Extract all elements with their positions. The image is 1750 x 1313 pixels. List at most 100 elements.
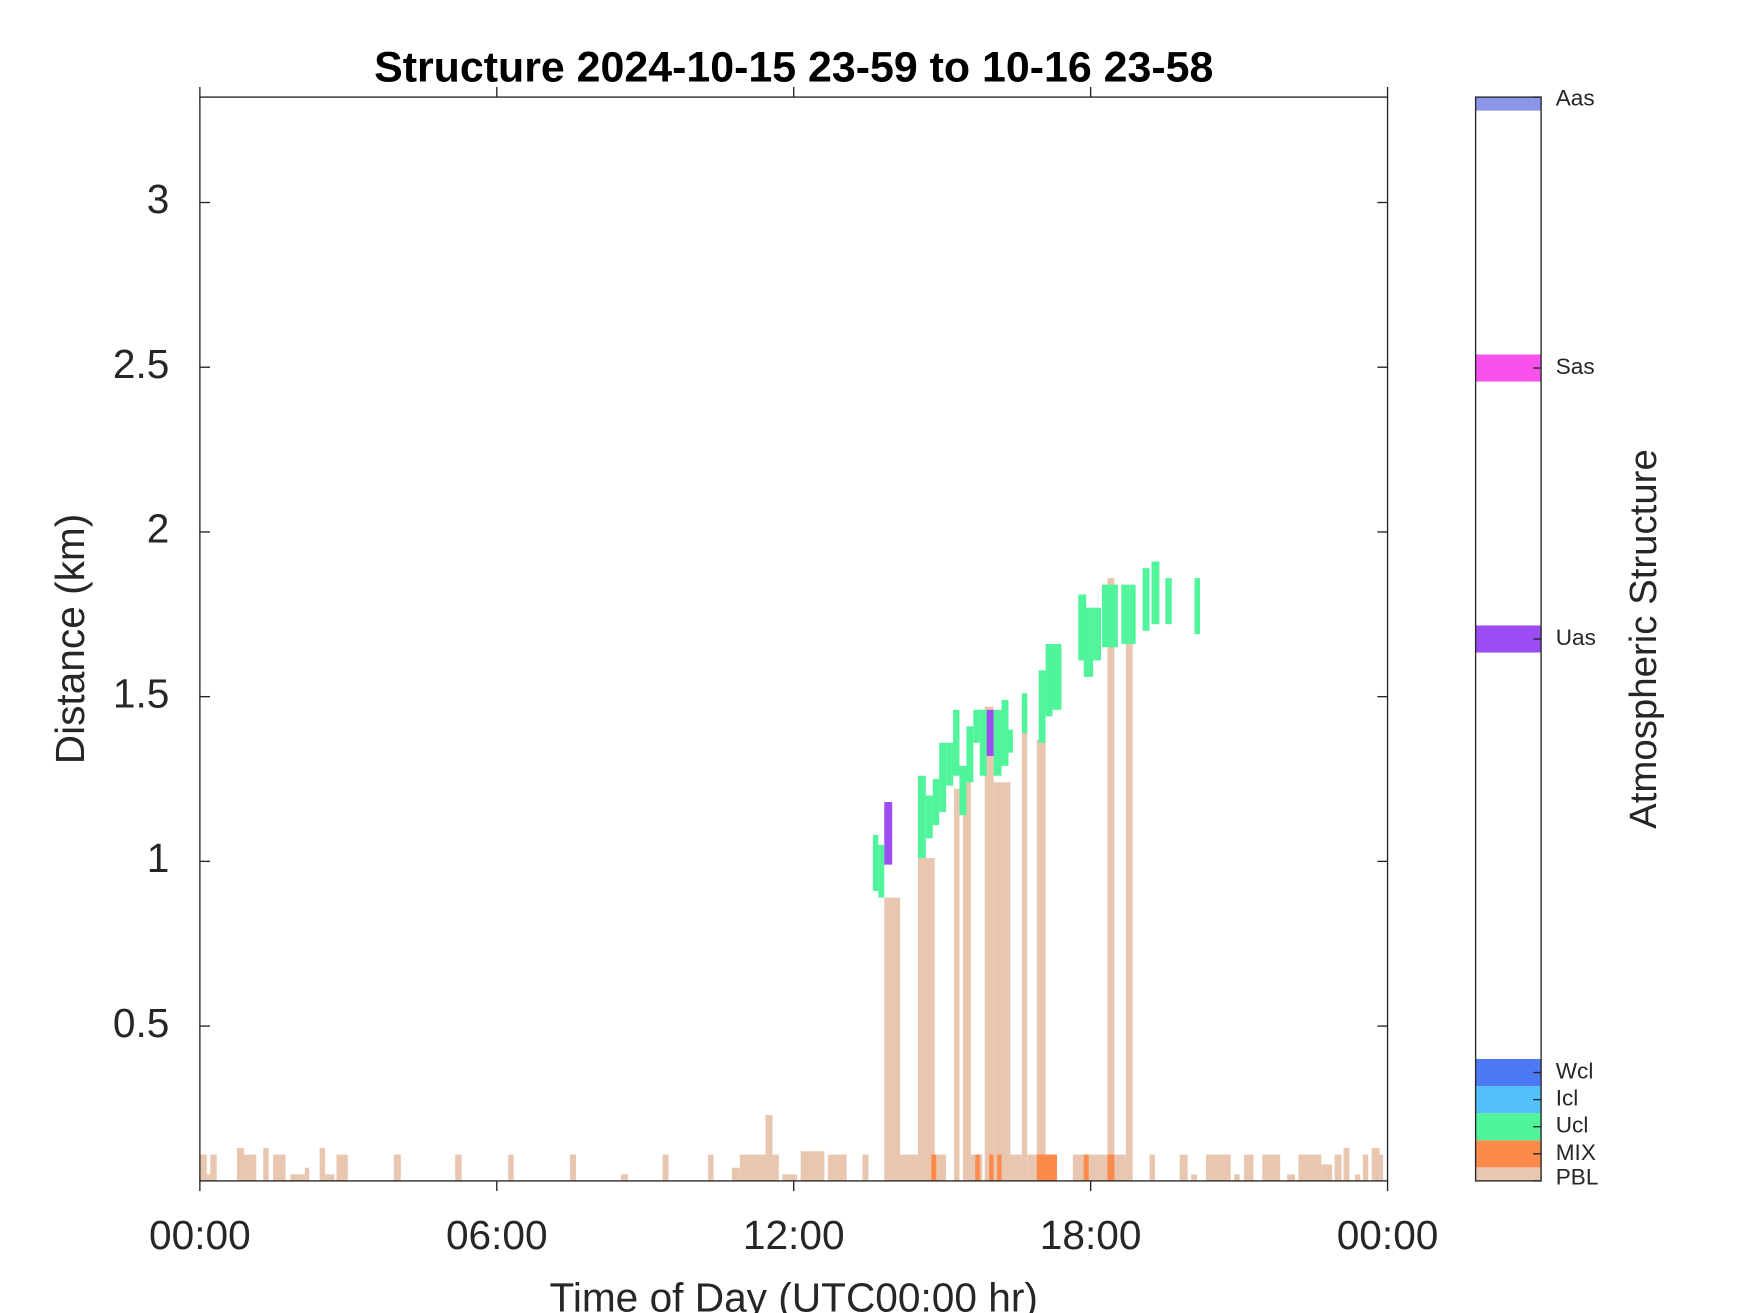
structure-cell — [1021, 693, 1028, 733]
structure-cell — [508, 1154, 514, 1181]
y-tick-label: 0.5 — [113, 1000, 169, 1046]
structure-cell — [1179, 1154, 1188, 1181]
structure-cell — [1321, 1164, 1333, 1181]
structure-cell — [1205, 1154, 1231, 1181]
structure-cell — [989, 1154, 994, 1181]
structure-cell — [878, 844, 885, 898]
y-tick-label: 1.5 — [113, 670, 169, 716]
structure-cell — [1298, 1154, 1322, 1181]
structure-cell — [1045, 643, 1053, 717]
structure-cell — [925, 795, 933, 839]
structure-cell — [1083, 607, 1094, 677]
structure-cell — [290, 1174, 305, 1181]
structure-cell — [243, 1154, 257, 1181]
structure-cell — [662, 1154, 669, 1181]
structure-cell — [1343, 1147, 1350, 1181]
structure-cell — [1036, 1154, 1057, 1181]
colorbar-tick-label: Icl — [1556, 1086, 1579, 1111]
x-tick-label: 00:00 — [149, 1212, 251, 1258]
structure-cell — [336, 1154, 348, 1181]
structure-cell — [1194, 578, 1201, 635]
chart-title: Structure 2024-10-15 23-59 to 10-16 23-5… — [374, 43, 1213, 91]
structure-cell — [1107, 578, 1115, 1181]
structure-cell — [1125, 643, 1133, 1181]
structure-cell — [932, 779, 940, 826]
y-tick-label: 2.5 — [113, 341, 169, 387]
structure-cell — [862, 1154, 869, 1181]
structure-cell — [1038, 670, 1046, 743]
structure-cell — [1334, 1154, 1342, 1181]
structure-cell — [570, 1154, 576, 1181]
structure-cell — [708, 1154, 714, 1181]
colorbar — [1475, 97, 1542, 1181]
structure-cell — [934, 1154, 947, 1181]
colorbar-band — [1475, 625, 1542, 653]
structure-cell — [1142, 568, 1150, 631]
structure-cell — [959, 765, 967, 816]
structure-cell — [986, 709, 994, 756]
structure-cell — [975, 1154, 980, 1181]
structure-cell — [1010, 1154, 1022, 1181]
structure-cell — [997, 1154, 1002, 1181]
colorbar-band — [1475, 1086, 1542, 1114]
colorbar-band — [1475, 1058, 1542, 1087]
colorbar-band — [1475, 1140, 1542, 1168]
structure-cell — [304, 1167, 310, 1181]
structure-cell — [1027, 1154, 1037, 1181]
structure-cell — [1121, 584, 1130, 644]
x-tick-label: 06:00 — [446, 1212, 548, 1258]
colorbar-band — [1475, 97, 1542, 111]
structure-cell — [1102, 584, 1111, 648]
structure-cell — [765, 1115, 773, 1181]
structure-cell — [621, 1174, 628, 1181]
structure-cell — [1362, 1154, 1369, 1181]
structure-cell — [1354, 1174, 1361, 1181]
structure-cell — [772, 1154, 779, 1181]
y-tick-label: 2 — [147, 506, 170, 552]
structure-cell — [455, 1154, 462, 1181]
structure-cell — [1110, 584, 1118, 648]
structure-cell — [979, 709, 987, 776]
structure-cell — [966, 726, 974, 783]
structure-cell — [210, 1154, 217, 1181]
structure-cell — [1379, 1154, 1384, 1181]
structure-cell — [1036, 739, 1046, 1181]
structure-cell — [1008, 729, 1013, 753]
structure-cell — [319, 1147, 326, 1181]
y-axis-label: Distance (km) — [47, 514, 93, 765]
structure-cell — [273, 1154, 286, 1181]
structure-cell — [993, 782, 1011, 1181]
colorbar-band — [1475, 354, 1542, 382]
structure-cell — [1371, 1147, 1380, 1181]
x-axis-label: Time of Day (UTC00:00 hr) — [550, 1274, 1038, 1313]
structure-cell — [1107, 1154, 1115, 1181]
x-tick-label: 12:00 — [743, 1212, 845, 1258]
structure-cell — [236, 1147, 244, 1181]
colorbar-label: Atmospheric Structure — [1622, 449, 1665, 829]
structure-cell — [1021, 706, 1028, 1181]
colorbar-tick-label: Wcl — [1556, 1058, 1594, 1083]
structure-cell — [1114, 1154, 1126, 1181]
structure-cell — [953, 709, 960, 776]
structure-cell — [1052, 643, 1062, 710]
structure-cell — [263, 1147, 269, 1181]
colorbar-tick-label: Ucl — [1556, 1113, 1589, 1138]
structure-cell — [731, 1167, 740, 1181]
colorbar-tick-label: PBL — [1556, 1165, 1599, 1190]
structure-cell — [993, 709, 1002, 776]
structure-cell — [1165, 578, 1172, 625]
structure-cell — [917, 775, 926, 859]
structure-cell — [872, 835, 879, 892]
structure-cell — [393, 1154, 401, 1181]
structure-cell — [917, 858, 935, 1181]
structure-cell — [1129, 584, 1136, 644]
structure-cell — [1151, 561, 1160, 625]
structure-cell — [884, 897, 901, 1181]
cells — [199, 561, 1384, 1181]
structure-cell — [199, 1154, 207, 1181]
structure-cell — [1287, 1174, 1296, 1181]
structure-cell — [1234, 1174, 1240, 1181]
colorbar-band — [1475, 1113, 1542, 1141]
